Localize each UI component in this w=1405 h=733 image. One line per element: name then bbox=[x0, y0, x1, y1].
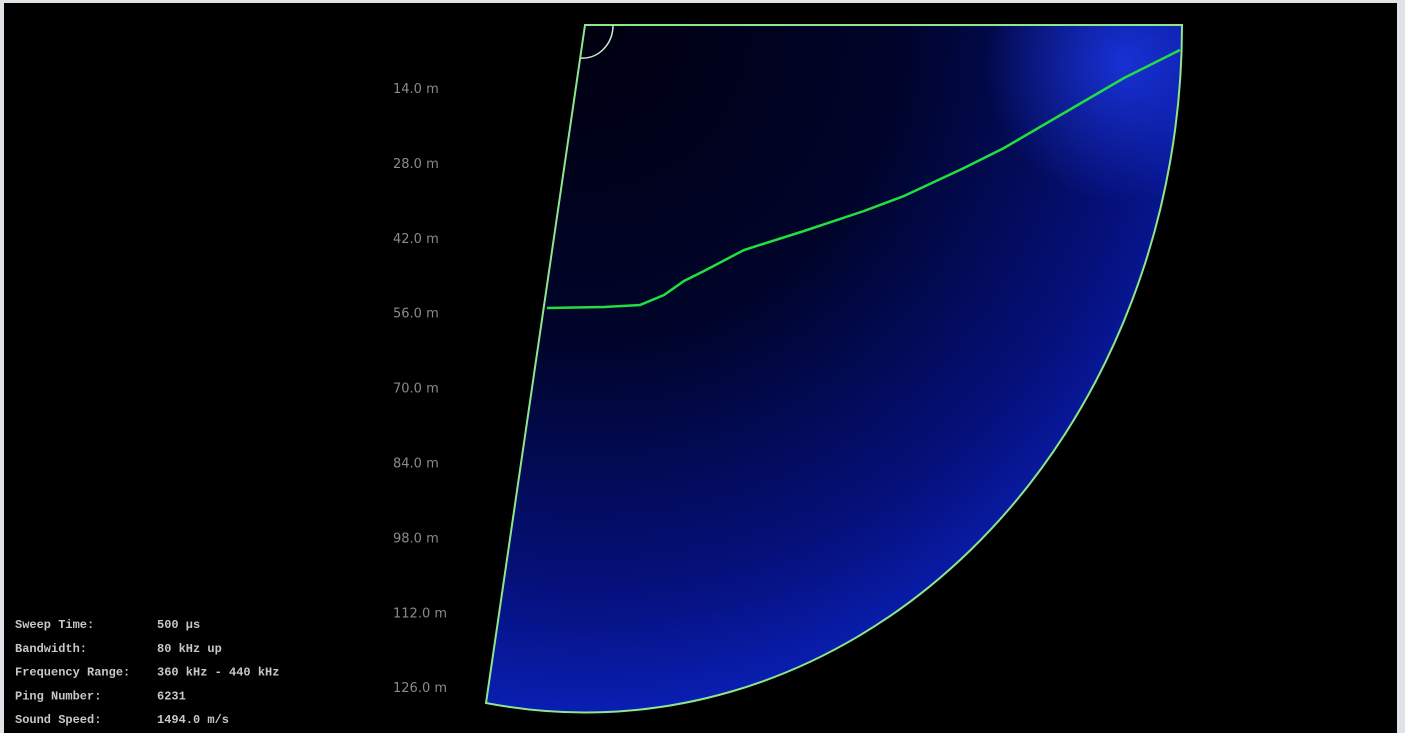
range-label: 70.0 m bbox=[393, 382, 439, 397]
info-label: Sound Speed: bbox=[15, 713, 101, 727]
info-value: 1494.0 m/s bbox=[157, 713, 229, 727]
sonar-view: 14.0 m 28.0 m 42.0 m 56.0 m 70.0 m 84.0 m 98.0… bbox=[4, 3, 1397, 733]
info-value: 500 µs bbox=[157, 618, 200, 632]
info-label: Bandwidth: bbox=[15, 642, 87, 656]
info-value: 360 kHz - 440 kHz bbox=[157, 666, 279, 680]
range-label: 98.0 m bbox=[393, 531, 439, 546]
sonar-glow bbox=[486, 25, 1182, 713]
range-label: 126.0 m bbox=[393, 681, 447, 696]
info-label: Sweep Time: bbox=[15, 618, 94, 632]
range-label: 112.0 m bbox=[393, 606, 447, 621]
range-label: 28.0 m bbox=[393, 157, 439, 172]
info-value: 6231 bbox=[157, 689, 186, 703]
info-label: Ping Number: bbox=[15, 689, 101, 703]
range-label: 56.0 m bbox=[393, 307, 439, 322]
range-label: 42.0 m bbox=[393, 232, 439, 247]
range-label: 14.0 m bbox=[393, 82, 439, 97]
info-label: Frequency Range: bbox=[15, 666, 130, 680]
sonar-display: 14.0 m 28.0 m 42.0 m 56.0 m 70.0 m 84.0 m 98.0… bbox=[4, 3, 1397, 733]
info-value: 80 kHz up bbox=[157, 642, 222, 656]
range-label: 84.0 m bbox=[393, 457, 439, 472]
